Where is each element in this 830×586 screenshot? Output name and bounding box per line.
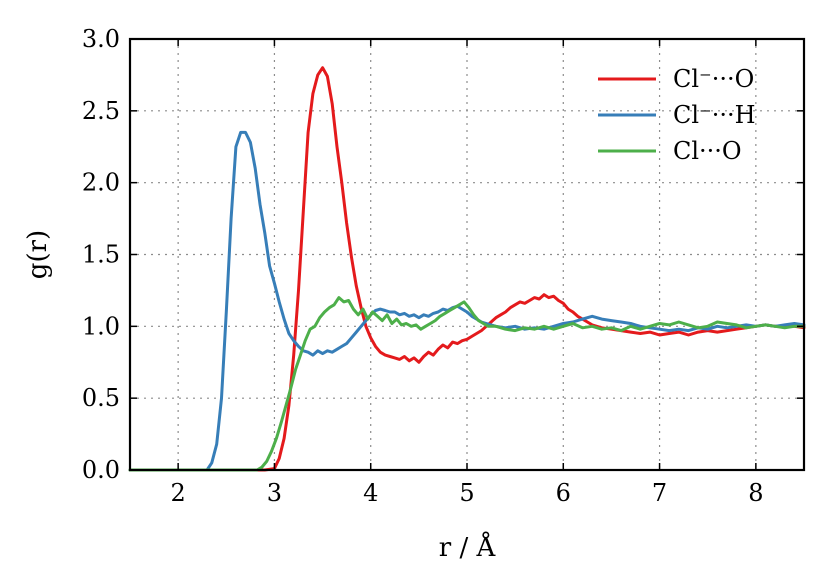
x-tick-label: 2 [171,479,186,507]
y-tick-label: 0.5 [82,384,120,412]
y-tick-label: 2.5 [82,97,120,125]
y-axis-label: g(r) [23,230,53,279]
legend: Cl⁻···O Cl⁻···H Cl···O [598,65,756,165]
legend-label-2: Cl···O [673,137,742,165]
grid [130,39,804,470]
x-tick-label: 5 [459,479,474,507]
x-tick-label: 8 [748,479,763,507]
x-tick-label: 7 [652,479,667,507]
legend-label-0: Cl⁻···O [673,65,754,93]
legend-label-1: Cl⁻···H [673,101,756,129]
x-tick-label: 6 [556,479,571,507]
series-line-0 [128,66,806,472]
y-tick-label: 1.5 [82,241,120,269]
series-layer [128,66,806,472]
y-tick-label: 3.0 [82,25,120,53]
x-axis-label: r / Å [439,531,497,563]
x-tick-label: 4 [363,479,378,507]
series-line-2 [128,296,806,472]
y-tick-label: 1.0 [82,312,120,340]
y-tick-label: 2.0 [82,169,120,197]
x-tick-label: 3 [267,479,282,507]
y-tick-label: 0.0 [82,456,120,484]
series-line-1 [128,130,806,472]
ticks: 2 3 4 5 6 7 8 0.0 0.5 1.0 1.5 2.0 2.5 3.0 [82,25,804,507]
